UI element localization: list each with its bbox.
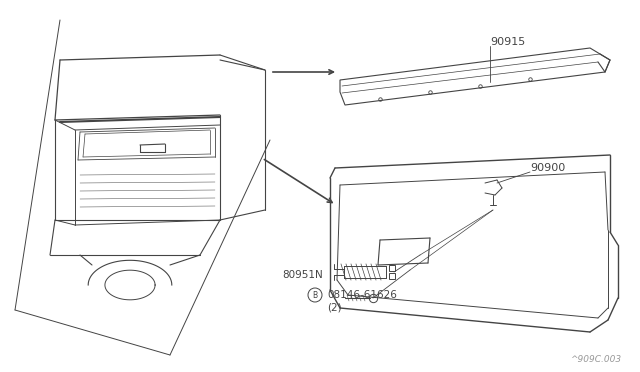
Text: 90915: 90915 — [490, 37, 525, 47]
Text: ^909C.003: ^909C.003 — [570, 356, 621, 365]
Text: B: B — [312, 291, 317, 299]
Text: 80951N: 80951N — [282, 270, 323, 280]
Text: 08146-61626: 08146-61626 — [327, 290, 397, 300]
Text: 90900: 90900 — [530, 163, 565, 173]
Text: (2): (2) — [327, 303, 342, 313]
